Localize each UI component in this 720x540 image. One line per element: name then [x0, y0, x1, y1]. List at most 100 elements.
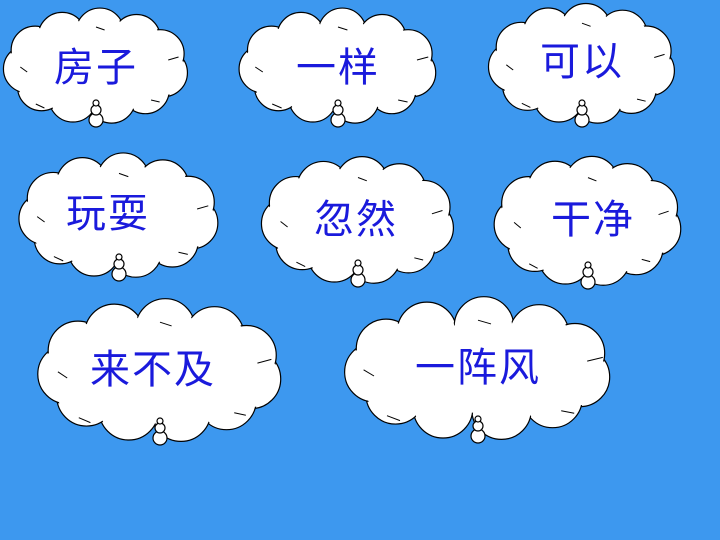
cloud-stroke: [477, 319, 492, 325]
cloud-stroke: [35, 103, 45, 109]
cloud-stroke: [506, 64, 514, 71]
cloud-word-card[interactable]: 可以: [487, 2, 675, 128]
cloud-bump-fill: [278, 13, 324, 59]
cloud-stroke: [521, 102, 531, 108]
cloud-stroke: [641, 258, 651, 263]
cloud-bump-fill: [398, 303, 456, 361]
cloud-stroke: [636, 98, 646, 102]
thought-bubble: [474, 415, 482, 423]
cloud-bump-fill: [137, 300, 194, 357]
thought-bubble: [334, 99, 342, 107]
cloud-bump-fill: [546, 325, 604, 382]
thought-bubble: [578, 99, 586, 107]
cloud-stroke: [561, 410, 575, 414]
cloud-stroke: [587, 356, 603, 362]
cloud-stroke: [431, 210, 443, 215]
cloud-word-card[interactable]: 来不及: [37, 298, 282, 446]
cloud-stroke: [150, 99, 160, 103]
cloud-stroke: [654, 53, 665, 58]
word-label: 来不及: [90, 347, 216, 393]
cloud-stroke: [78, 417, 91, 424]
thought-bubble: [584, 261, 592, 269]
cloud-stroke: [95, 26, 105, 31]
cloud-stroke: [587, 177, 597, 182]
cloud-stroke: [255, 66, 264, 73]
cloud-stroke: [337, 26, 348, 31]
cloud-stroke: [36, 216, 45, 223]
cloud-bump-fill: [414, 380, 472, 437]
cloud-stroke: [528, 263, 538, 269]
cloud-shape: [18, 152, 219, 282]
cloud-stroke: [414, 257, 424, 261]
cloud-bump-fill: [473, 381, 530, 438]
word-label: 忽然: [314, 197, 398, 243]
cloud-stroke: [53, 256, 64, 262]
cloud-bump-fill: [298, 163, 349, 213]
cloud-stroke: [168, 56, 179, 61]
thought-bubble: [156, 417, 164, 425]
cloud-stroke: [159, 321, 172, 327]
cloud-bump-fill: [164, 177, 213, 227]
thought-bubble: [354, 259, 362, 267]
cloud-bump-fill: [100, 382, 157, 439]
cloud-stroke: [296, 261, 306, 268]
cloud-stroke: [363, 369, 375, 377]
cloud-stroke: [581, 22, 591, 27]
cloud-stroke: [513, 222, 522, 229]
cloud-shape: [493, 155, 682, 290]
cloud-stroke: [280, 221, 288, 228]
cloud-bump-fill: [562, 5, 610, 52]
cloud-stroke: [398, 99, 408, 103]
thought-bubble: [92, 99, 100, 107]
cloud-word-card[interactable]: 忽然: [260, 156, 454, 288]
cloud-stroke: [20, 66, 28, 73]
cloud-word-card[interactable]: 房子: [2, 7, 189, 128]
cloud-shape: [2, 7, 189, 128]
cloud-stroke: [257, 358, 272, 364]
cloud-bump-fill: [137, 31, 183, 77]
cloud-stroke: [57, 371, 68, 379]
cloud-shape: [238, 7, 437, 128]
cloud-bump-fill: [39, 13, 85, 59]
cloud-bump-fill: [332, 76, 378, 122]
cloud-stroke: [118, 172, 129, 178]
cloud-bump-fill: [98, 154, 148, 204]
word-label: 一阵风: [415, 345, 541, 391]
cloud-bump-fill: [86, 305, 143, 363]
cloud-stroke: [272, 103, 282, 109]
word-label: 可以: [540, 39, 624, 85]
cloud-bump-fill: [625, 182, 676, 233]
cloud-bump-fill: [290, 75, 336, 121]
cloud-bump-fill: [385, 31, 431, 77]
cloud-shape: [37, 298, 282, 446]
cloud-bump-fill: [218, 327, 275, 384]
cloud-bump-fill: [337, 158, 387, 208]
cloud-shape: [344, 296, 611, 444]
cloud-stroke: [357, 177, 367, 182]
cloud-word-card[interactable]: 一阵风: [344, 296, 611, 444]
cloud-shape: [260, 156, 454, 288]
cloud-bump-fill: [152, 383, 210, 440]
word-label: 干净: [551, 197, 635, 243]
cloud-bump-fill: [319, 9, 365, 55]
cloud-word-card[interactable]: 一样: [238, 7, 437, 128]
cloud-word-card[interactable]: 干净: [493, 155, 682, 290]
word-label: 玩耍: [66, 191, 150, 237]
cloud-bump-fill: [455, 298, 513, 355]
cloud-stroke: [178, 251, 188, 255]
cloud-bump-fill: [58, 159, 107, 208]
cloud-bump-fill: [77, 9, 123, 55]
cloud-stroke: [386, 415, 401, 422]
cloud-stroke: [658, 210, 669, 216]
cloud-word-card[interactable]: 玩耍: [18, 152, 219, 282]
word-label: 一样: [296, 45, 380, 91]
cloud-bump-fill: [524, 9, 572, 57]
cloud-bump-fill: [622, 27, 670, 75]
cloud-stroke: [196, 205, 209, 210]
cloud-bump-fill: [529, 162, 581, 214]
cloud-shape: [487, 2, 675, 128]
cloud-stroke: [234, 412, 246, 416]
cloud-bump-fill: [398, 182, 449, 232]
word-label: 房子: [54, 45, 138, 91]
